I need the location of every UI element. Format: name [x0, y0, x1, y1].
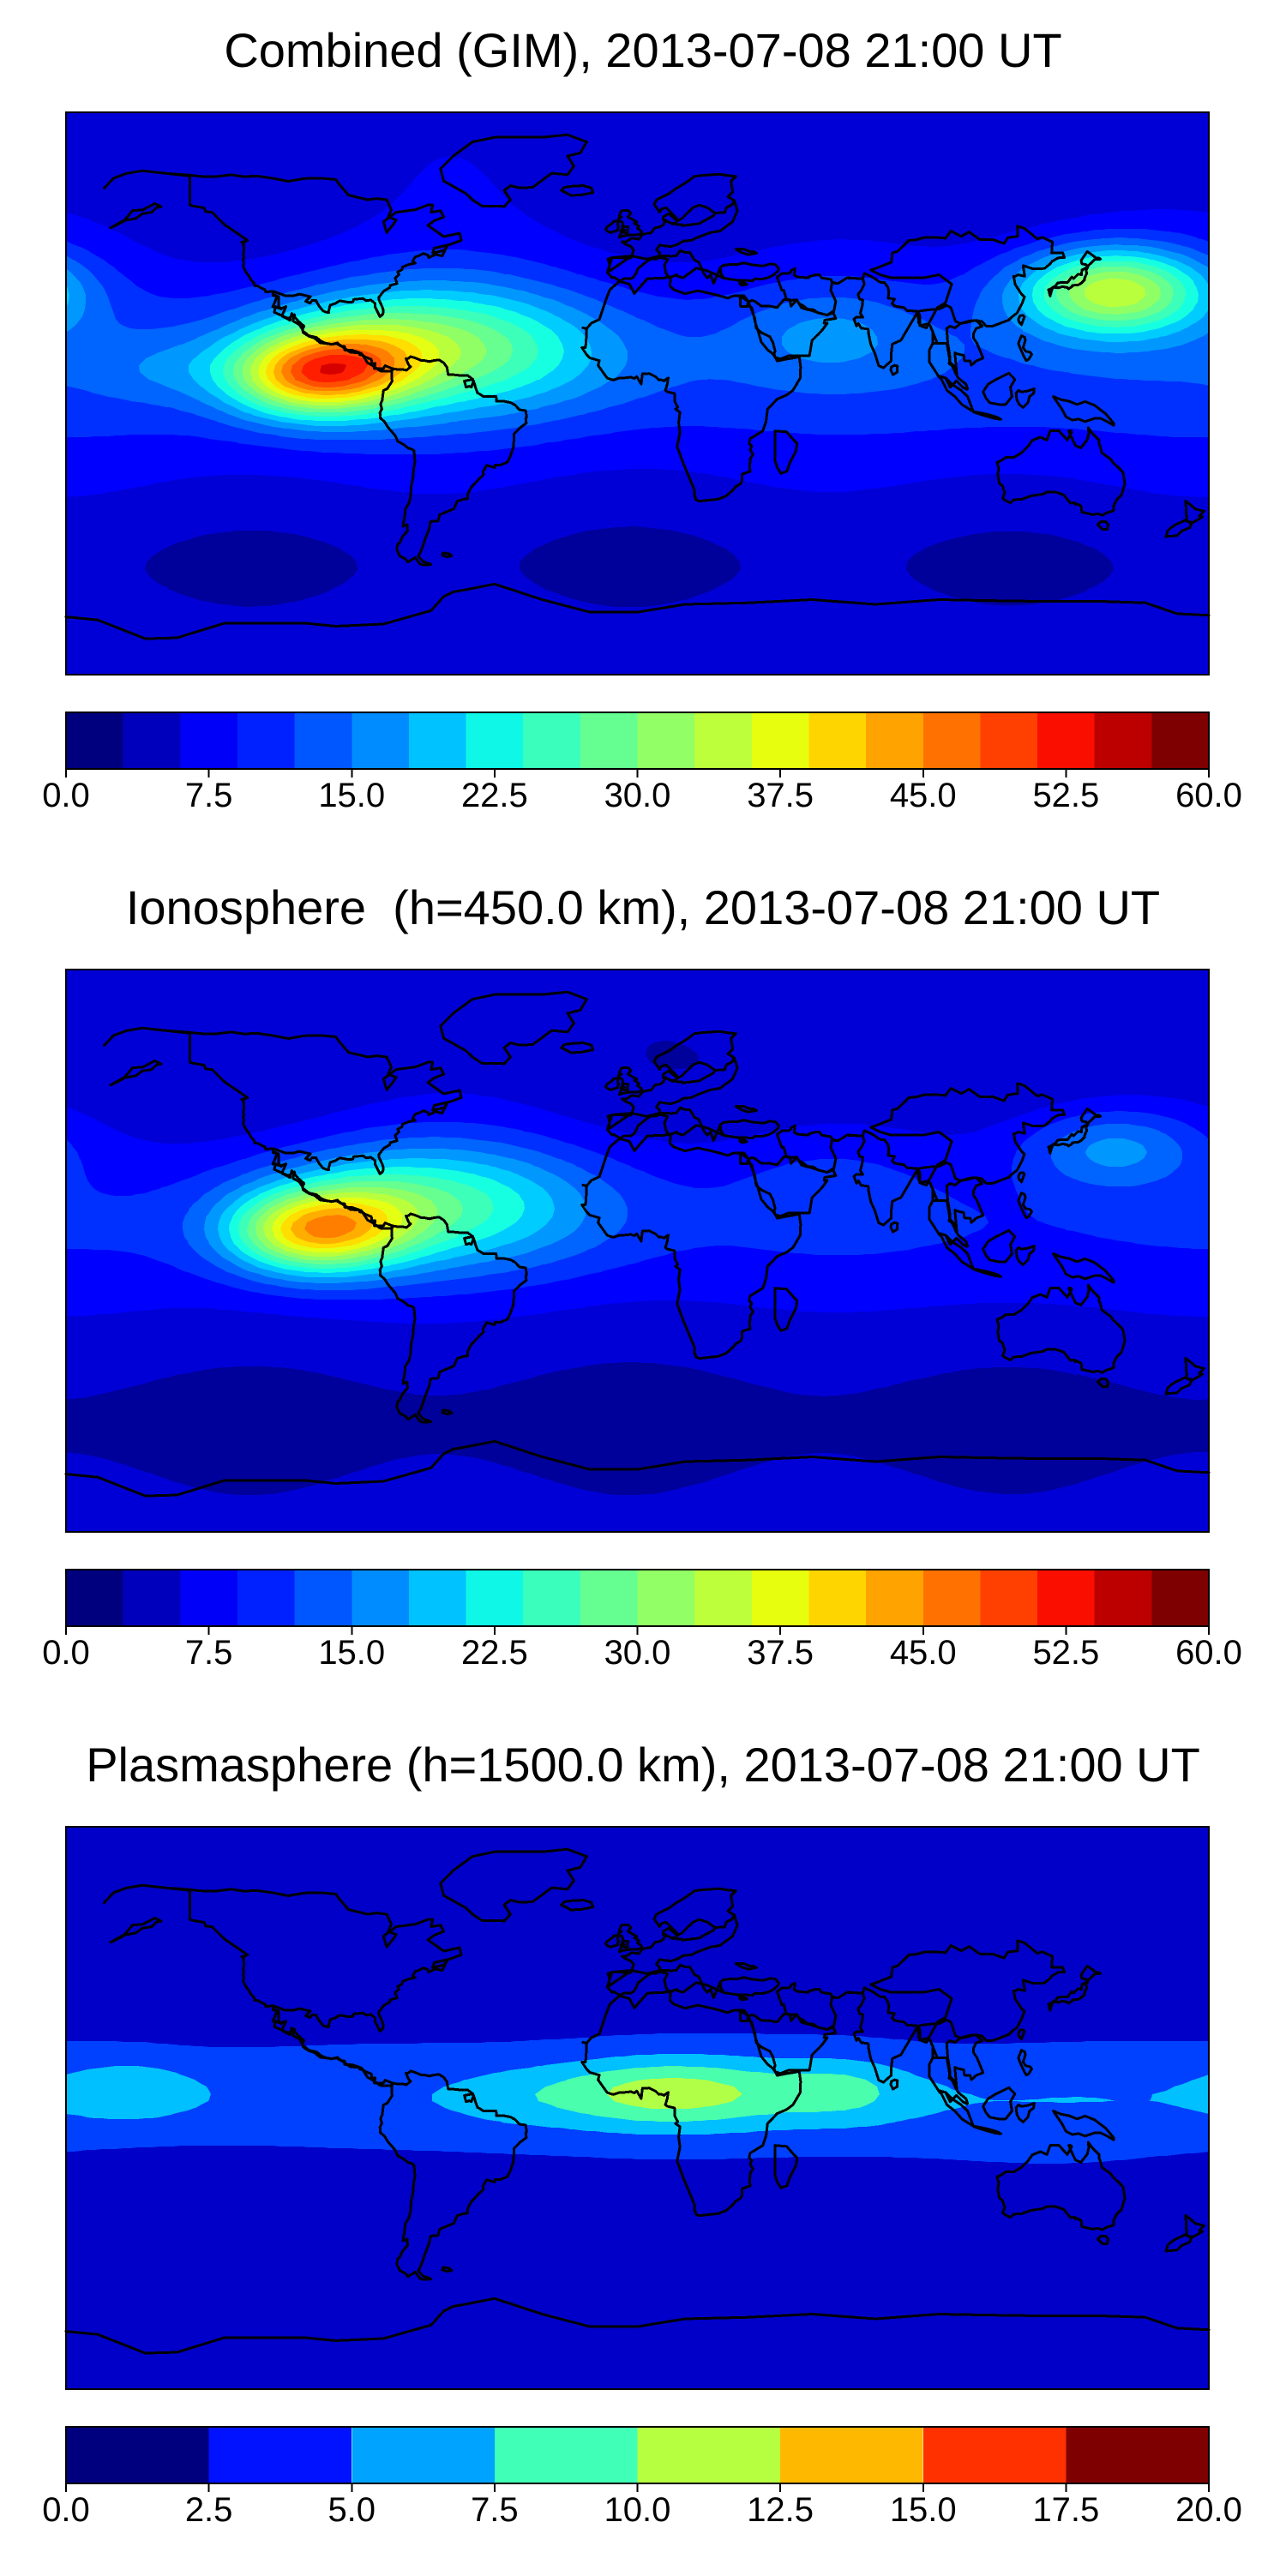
- svg-text:0.0: 0.0: [42, 2491, 90, 2529]
- svg-text:15.0: 15.0: [890, 2491, 957, 2529]
- svg-text:Plasmasphere (h=1500.0 km), 20: Plasmasphere (h=1500.0 km), 2013-07-08 2…: [86, 1738, 1200, 1792]
- svg-text:7.5: 7.5: [185, 777, 233, 814]
- svg-text:20.0: 20.0: [1175, 2491, 1242, 2529]
- svg-text:60.0: 60.0: [1175, 777, 1242, 814]
- svg-text:2.5: 2.5: [185, 2491, 233, 2529]
- svg-text:Ionosphere (h=450.0 km), 2013: Ionosphere (h=450.0 km), 2013-07-08 21:0…: [126, 880, 1160, 934]
- svg-text:7.5: 7.5: [471, 2491, 519, 2529]
- svg-text:0.0: 0.0: [42, 1634, 90, 1672]
- svg-text:15.0: 15.0: [318, 1634, 385, 1672]
- svg-text:45.0: 45.0: [890, 777, 957, 814]
- svg-text:37.5: 37.5: [747, 777, 814, 814]
- svg-text:7.5: 7.5: [185, 1634, 233, 1672]
- svg-text:30.0: 30.0: [604, 1634, 671, 1672]
- svg-text:52.5: 52.5: [1032, 777, 1099, 814]
- svg-text:52.5: 52.5: [1032, 1634, 1099, 1672]
- svg-text:5.0: 5.0: [328, 2491, 376, 2529]
- svg-text:37.5: 37.5: [747, 1634, 814, 1672]
- svg-text:30.0: 30.0: [604, 777, 671, 814]
- svg-text:22.5: 22.5: [461, 777, 528, 814]
- svg-text:10.0: 10.0: [604, 2491, 671, 2529]
- svg-text:Combined (GIM), 2013-07-08 21:: Combined (GIM), 2013-07-08 21:00 UT: [224, 23, 1061, 77]
- svg-text:12.5: 12.5: [747, 2491, 814, 2529]
- svg-text:45.0: 45.0: [890, 1634, 957, 1672]
- svg-text:0.0: 0.0: [42, 777, 90, 814]
- svg-text:15.0: 15.0: [318, 777, 385, 814]
- svg-text:17.5: 17.5: [1032, 2491, 1099, 2529]
- svg-text:22.5: 22.5: [461, 1634, 528, 1672]
- svg-text:60.0: 60.0: [1175, 1634, 1242, 1672]
